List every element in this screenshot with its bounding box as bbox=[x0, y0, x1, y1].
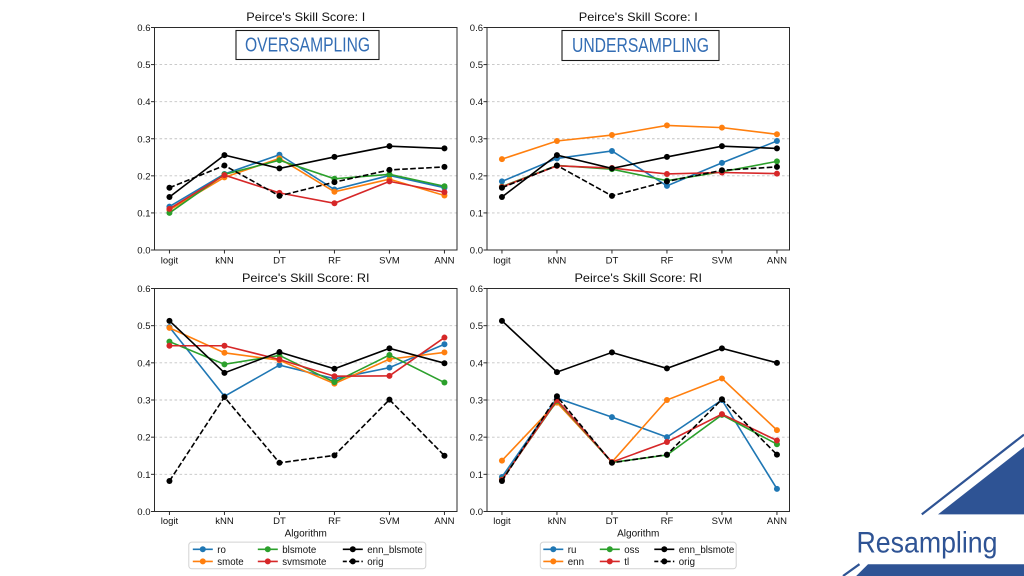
svg-text:oss: oss bbox=[624, 545, 639, 556]
svg-text:smote: smote bbox=[217, 557, 243, 568]
svg-text:0.6: 0.6 bbox=[137, 23, 150, 34]
svg-text:ro: ro bbox=[217, 545, 226, 556]
svg-text:kNN: kNN bbox=[215, 516, 234, 527]
svg-text:UNDERSAMPLING: UNDERSAMPLING bbox=[572, 35, 709, 57]
svg-text:DT: DT bbox=[606, 516, 619, 527]
svg-text:ANN: ANN bbox=[767, 256, 787, 267]
svg-text:0.3: 0.3 bbox=[137, 396, 150, 407]
svg-text:0.4: 0.4 bbox=[137, 358, 150, 369]
svg-text:0.5: 0.5 bbox=[470, 60, 483, 71]
svg-text:logit: logit bbox=[161, 256, 179, 267]
svg-text:0.3: 0.3 bbox=[137, 134, 150, 145]
svg-text:SVM: SVM bbox=[379, 516, 400, 527]
svg-text:0.4: 0.4 bbox=[137, 97, 150, 108]
svg-text:0.4: 0.4 bbox=[470, 358, 483, 369]
svg-text:SVM: SVM bbox=[379, 256, 400, 267]
svg-text:0.2: 0.2 bbox=[137, 433, 150, 444]
svg-text:RF: RF bbox=[661, 516, 674, 527]
svg-text:enn_blsmote: enn_blsmote bbox=[679, 545, 734, 556]
svg-text:0.2: 0.2 bbox=[470, 433, 483, 444]
svg-text:logit: logit bbox=[493, 516, 511, 527]
svg-text:0.2: 0.2 bbox=[137, 171, 150, 182]
svg-text:0.0: 0.0 bbox=[137, 507, 150, 518]
svg-text:ru: ru bbox=[568, 545, 577, 556]
svg-text:Peirce's Skill Score: I: Peirce's Skill Score: I bbox=[579, 10, 698, 24]
svg-text:0.2: 0.2 bbox=[470, 171, 483, 182]
svg-text:0.4: 0.4 bbox=[470, 97, 483, 108]
svg-text:Peirce's Skill Score: I: Peirce's Skill Score: I bbox=[246, 10, 365, 24]
svg-text:0.3: 0.3 bbox=[470, 396, 483, 407]
svg-text:0.5: 0.5 bbox=[137, 321, 150, 332]
svg-text:OVERSAMPLING: OVERSAMPLING bbox=[245, 35, 370, 57]
svg-text:logit: logit bbox=[161, 516, 179, 527]
svg-text:Resampling: Resampling bbox=[857, 527, 998, 560]
svg-text:0.6: 0.6 bbox=[137, 284, 150, 295]
svg-text:0.5: 0.5 bbox=[137, 60, 150, 71]
svg-text:0.6: 0.6 bbox=[470, 23, 483, 34]
svg-text:SVM: SVM bbox=[712, 516, 733, 527]
svg-text:0.3: 0.3 bbox=[470, 134, 483, 145]
svg-text:kNN: kNN bbox=[215, 256, 234, 267]
svg-text:0.1: 0.1 bbox=[470, 208, 483, 219]
svg-text:RF: RF bbox=[328, 516, 341, 527]
svg-text:0.5: 0.5 bbox=[470, 321, 483, 332]
svg-text:kNN: kNN bbox=[548, 516, 567, 527]
svg-text:logit: logit bbox=[493, 256, 511, 267]
svg-text:ANN: ANN bbox=[434, 256, 454, 267]
svg-text:0.6: 0.6 bbox=[470, 284, 483, 295]
svg-text:enn_blsmote: enn_blsmote bbox=[367, 545, 422, 556]
svg-text:0.1: 0.1 bbox=[137, 470, 150, 481]
svg-text:ANN: ANN bbox=[767, 516, 787, 527]
svg-text:kNN: kNN bbox=[548, 256, 567, 267]
svg-text:DT: DT bbox=[273, 516, 286, 527]
svg-text:0.1: 0.1 bbox=[137, 208, 150, 219]
svg-text:orig: orig bbox=[367, 557, 383, 568]
svg-text:enn: enn bbox=[568, 557, 584, 568]
svg-text:blsmote: blsmote bbox=[282, 545, 316, 556]
svg-text:0.0: 0.0 bbox=[137, 246, 150, 257]
svg-text:Peirce's Skill Score: RI: Peirce's Skill Score: RI bbox=[575, 271, 703, 285]
svg-text:tl: tl bbox=[624, 557, 629, 568]
svg-text:SVM: SVM bbox=[712, 256, 733, 267]
svg-text:DT: DT bbox=[273, 256, 286, 267]
svg-text:0.1: 0.1 bbox=[470, 470, 483, 481]
svg-text:Algorithm: Algorithm bbox=[285, 529, 327, 540]
svg-text:Algorithm: Algorithm bbox=[617, 529, 659, 540]
svg-text:0.0: 0.0 bbox=[470, 507, 483, 518]
svg-text:DT: DT bbox=[606, 256, 619, 267]
svg-text:0.0: 0.0 bbox=[470, 246, 483, 257]
svg-text:ANN: ANN bbox=[434, 516, 454, 527]
svg-text:RF: RF bbox=[661, 256, 674, 267]
svg-text:orig: orig bbox=[679, 557, 695, 568]
svg-text:svmsmote: svmsmote bbox=[282, 557, 326, 568]
svg-text:Peirce's Skill Score: RI: Peirce's Skill Score: RI bbox=[242, 271, 370, 285]
svg-text:RF: RF bbox=[328, 256, 341, 267]
